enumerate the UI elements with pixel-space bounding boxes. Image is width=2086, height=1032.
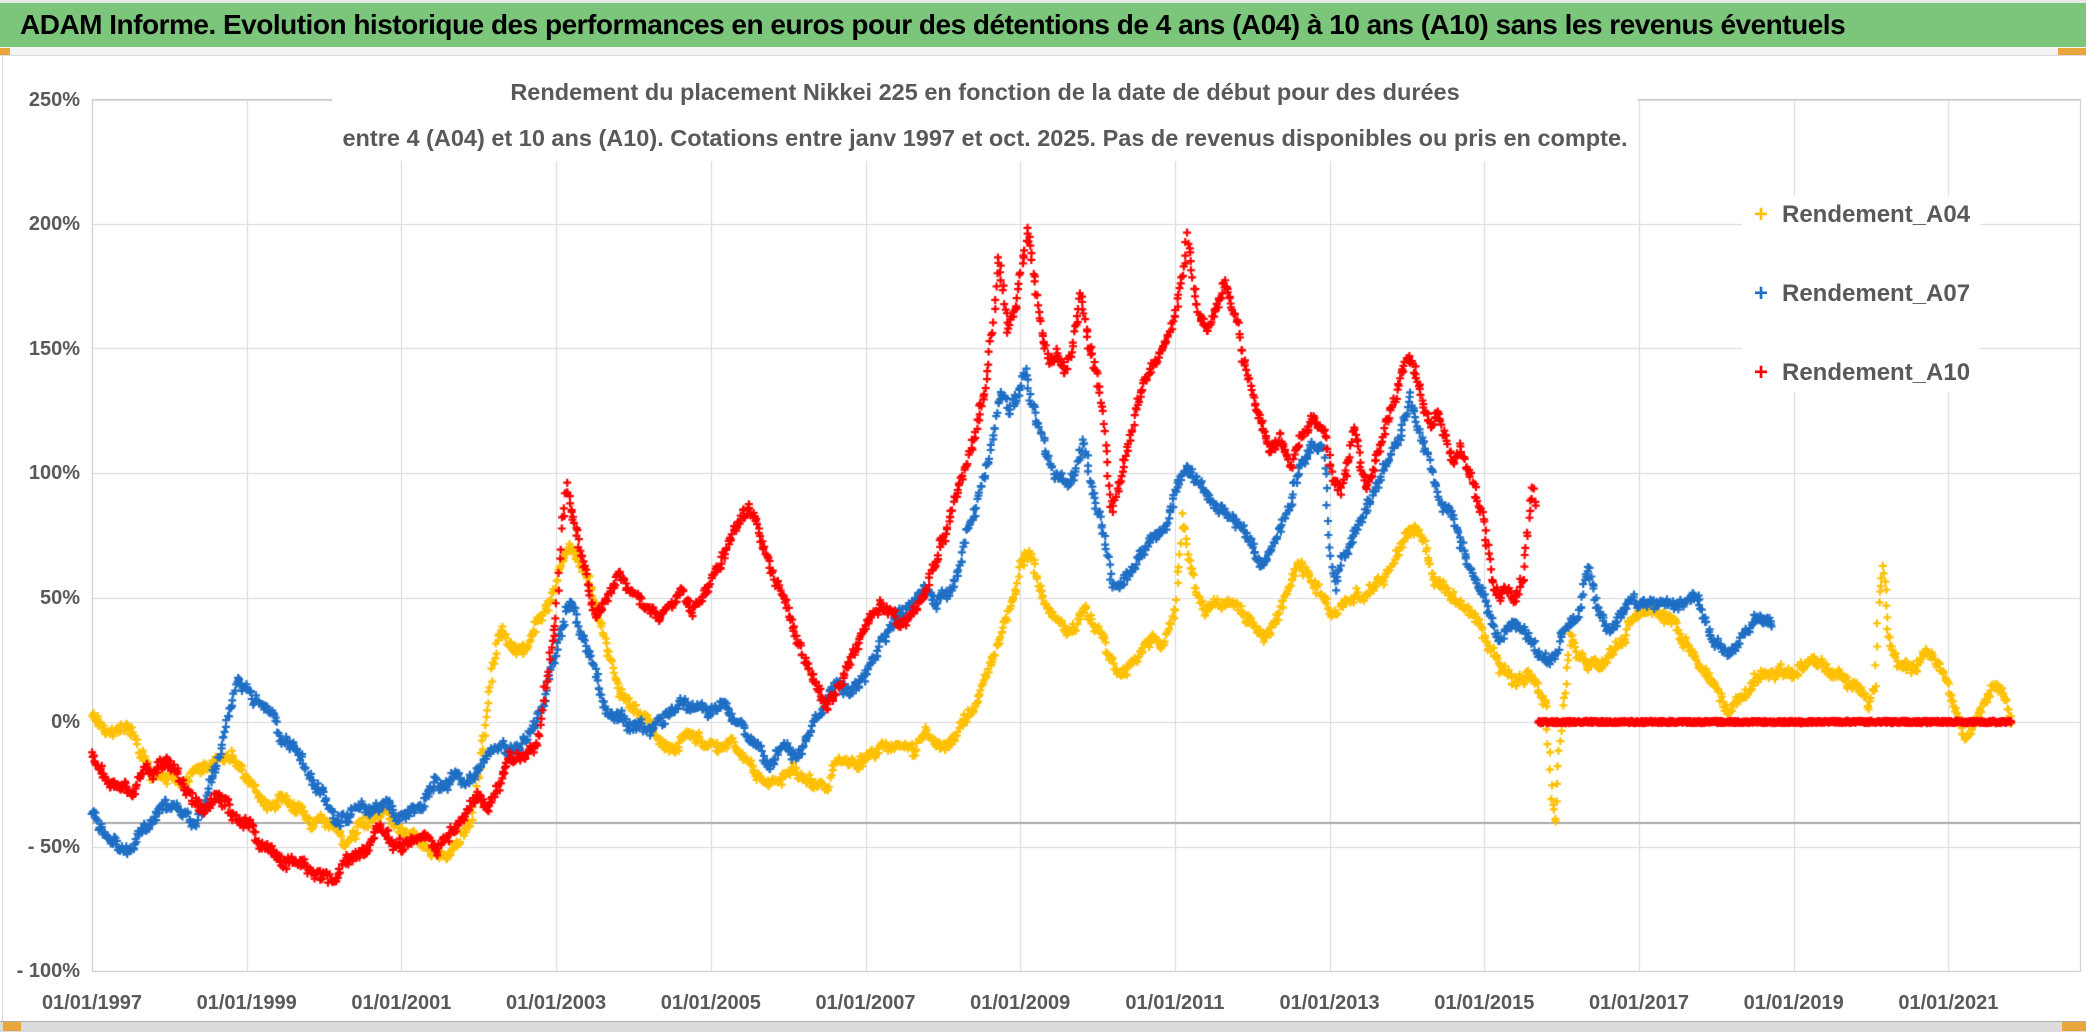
x-tick-label: 01/01/2003: [506, 992, 607, 1014]
top-divider: [0, 0, 2086, 3]
plus-marker-icon: +: [1753, 359, 1768, 386]
y-tick-label: - 100%: [16, 960, 80, 982]
header-title: ADAM Informe. Evolution historique des p…: [20, 9, 1846, 40]
chart-legend: + Rendement_A04 + Rendement_A07 + Rendement_A…: [1742, 196, 1981, 392]
x-tick-label: 01/01/2001: [351, 992, 452, 1014]
y-tick-label: 100%: [28, 462, 80, 484]
x-tick-label: 01/01/2019: [1743, 992, 1844, 1014]
header-sub-strip: [0, 47, 2086, 56]
plus-marker-icon: +: [1753, 201, 1768, 228]
x-tick-label: 01/01/1997: [41, 992, 143, 1014]
left-edge-line: [2, 56, 3, 1022]
x-tick-label: 01/01/2011: [1125, 992, 1225, 1014]
y-tick-label: 50%: [39, 586, 80, 609]
y-tick-label: 250%: [28, 88, 80, 111]
y-tick-label: 0%: [51, 711, 80, 733]
x-tick-label: 01/01/2007: [815, 992, 916, 1014]
legend-label: Rendement_A04: [1782, 201, 1971, 228]
chart-title-line1: Rendement du placement Nikkei 225 en fon…: [510, 79, 1460, 105]
legend-label: Rendement_A10: [1782, 359, 1971, 386]
header-banner: ADAM Informe. Evolution historique des p…: [0, 3, 2086, 47]
x-tick-label: 01/01/2017: [1588, 992, 1690, 1014]
accent-bottom-right: [2062, 1022, 2086, 1031]
x-tick-label: 01/01/2005: [660, 992, 761, 1014]
plus-marker-icon: +: [1753, 280, 1768, 307]
y-tick-label: - 50%: [27, 835, 80, 858]
chart-title-line2: entre 4 (A04) et 10 ans (A10). Cotations…: [342, 125, 1628, 151]
bottom-strip: [0, 1021, 2086, 1032]
accent-top-right: [2058, 48, 2086, 55]
legend-item-rendement_a10[interactable]: + Rendement_A10: [1748, 356, 1970, 390]
x-tick-label: 01/01/1999: [196, 992, 297, 1014]
legend-item-rendement_a04[interactable]: + Rendement_A04: [1748, 198, 1970, 232]
x-tick-label: 01/01/2009: [970, 992, 1071, 1014]
y-tick-label: 150%: [28, 337, 80, 360]
y-tick-label: 200%: [28, 213, 80, 235]
legend-item-rendement_a07[interactable]: + Rendement_A07: [1748, 277, 1970, 311]
chart-title: Rendement du placement Nikkei 225 en fon…: [332, 69, 1638, 161]
x-tick-label: 01/01/2021: [1898, 992, 1999, 1014]
accent-bottom-left: [3, 1022, 21, 1031]
x-tick-label: 01/01/2015: [1434, 992, 1535, 1014]
accent-top-left: [0, 48, 10, 55]
legend-label: Rendement_A07: [1782, 280, 1971, 307]
x-tick-label: 01/01/2013: [1279, 992, 1380, 1014]
